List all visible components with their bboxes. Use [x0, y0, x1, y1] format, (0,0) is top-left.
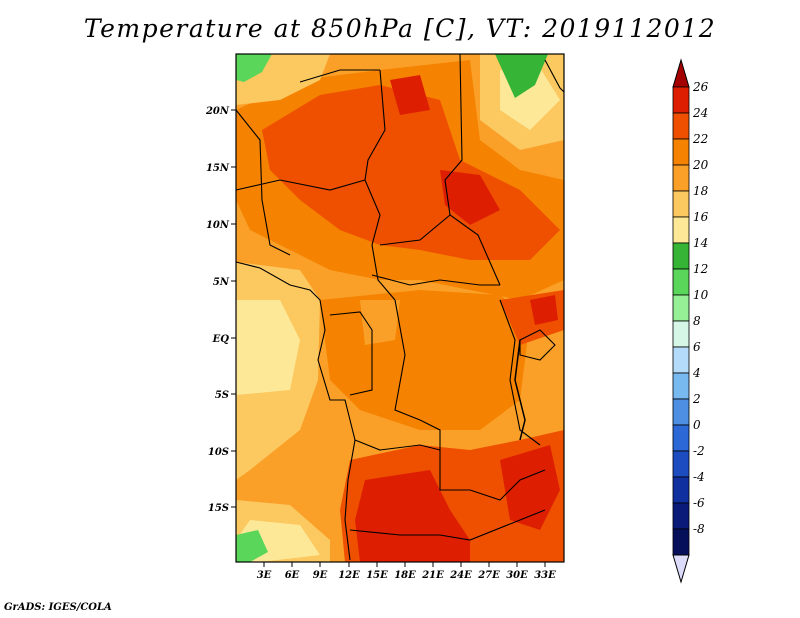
- colorbar-box: [672, 112, 690, 140]
- colorbar-label: -6: [693, 496, 705, 510]
- colorbar-label: 22: [692, 132, 708, 146]
- lat-tick-label: 10N: [206, 220, 230, 231]
- colorbar-box: [672, 502, 690, 530]
- lat-tick-label: 15N: [206, 163, 230, 174]
- border-south: [349, 509, 546, 541]
- border-drc-east: [499, 299, 541, 446]
- field-green-northeast: [495, 54, 548, 98]
- colorbar-box: [672, 372, 690, 400]
- lat-tick-label: EQ: [212, 334, 230, 345]
- colorbar-label: 24: [692, 106, 708, 120]
- colorbar-label: 26: [692, 80, 709, 94]
- colorbar-box: [672, 242, 690, 270]
- border-north-1: [299, 69, 380, 83]
- field-green-northwest: [236, 54, 272, 82]
- colorbar-label: 8: [693, 314, 701, 328]
- colorbar-box: [672, 268, 690, 296]
- colorbar-label: 6: [693, 340, 701, 354]
- border-car-north: [379, 214, 451, 246]
- border-west-1: [235, 109, 291, 256]
- lon-tick-label: 12E: [338, 570, 360, 581]
- border-chad-west: [364, 69, 396, 301]
- lon-tick-label: 9E: [313, 570, 328, 581]
- latitude-axis: 20N 15N 10N 5N EQ 5S 10S 15S: [205, 106, 236, 514]
- lake-victoria: [519, 329, 556, 361]
- field-hotspot-libya: [390, 75, 430, 115]
- field-hotspot-sudan: [440, 170, 500, 225]
- map-frame: [235, 53, 565, 563]
- colorbar-top-triangle: [672, 58, 690, 88]
- lat-tick-label: 5S: [215, 390, 229, 401]
- colorbar-box: [672, 138, 690, 166]
- colorbar-box: [672, 190, 690, 218]
- colorbar-label: 18: [693, 184, 709, 198]
- colorbar-box: [672, 398, 690, 426]
- lon-tick-label: 15E: [366, 570, 388, 581]
- colorbar-label: 14: [693, 236, 708, 250]
- colorbar-box: [672, 164, 690, 192]
- field-congo-cooler: [360, 300, 400, 345]
- colorbar-box: [672, 528, 690, 556]
- border-zambia: [469, 469, 546, 501]
- lon-tick-label: 6E: [285, 570, 300, 581]
- field-green-southwest: [236, 530, 268, 562]
- field-atlantic-coolest: [236, 300, 300, 395]
- chart-title: Temperature at 850hPa [C], VT: 201911201…: [83, 14, 717, 43]
- colorbar-box: [672, 86, 690, 114]
- lake-tanganyika: [514, 339, 526, 441]
- colorbar-box: [672, 216, 690, 244]
- colorbar-label: 12: [693, 262, 708, 276]
- field-southeast-hot: [500, 445, 560, 530]
- colorbar-label: 20: [692, 158, 709, 172]
- lon-tick-label: 3E: [257, 570, 272, 581]
- field-south-hot: [355, 470, 470, 562]
- border-gabon-congo: [329, 311, 373, 396]
- border-angola-north: [354, 439, 441, 451]
- redsea-coast: [544, 59, 565, 93]
- colorbar-box: [672, 320, 690, 348]
- footer-credit: GrADS: IGES/COLA: [4, 602, 112, 613]
- border-sudan: [444, 53, 501, 286]
- colorbar-label: 16: [693, 210, 709, 224]
- border-niger-south: [235, 179, 366, 191]
- colorbar-label: 10: [693, 288, 709, 302]
- field-east-hot: [530, 295, 558, 325]
- lon-tick-label: 27E: [477, 570, 500, 581]
- lon-tick-label: 30E: [506, 570, 528, 581]
- lon-tick-label: 21E: [421, 570, 444, 581]
- lat-tick-label: 10S: [208, 447, 229, 458]
- lat-tick-label: 20N: [205, 106, 230, 117]
- colorbar-label: -8: [693, 522, 705, 536]
- lat-tick-label: 15S: [208, 503, 229, 514]
- temperature-field: [236, 54, 564, 562]
- colorbar-box: [672, 450, 690, 478]
- colorbar-label: 0: [693, 418, 701, 432]
- longitude-axis: 3E 6E 9E 12E 15E 18E 21E 24E 27E 30E 33E: [257, 562, 556, 581]
- colorbar-box: [672, 424, 690, 452]
- colorbar-box: [672, 346, 690, 374]
- colorbar-bottom-triangle: [672, 554, 690, 584]
- west-coastline: [235, 261, 356, 561]
- lon-tick-label: 18E: [394, 570, 416, 581]
- lat-tick-label: 5N: [213, 277, 230, 288]
- colorbar-label: 2: [692, 392, 701, 406]
- colorbar-box: [672, 476, 690, 504]
- colorbar-label: -4: [693, 470, 705, 484]
- colorbar-label: -2: [693, 444, 705, 458]
- colorbar-label: 4: [692, 366, 701, 380]
- lon-tick-label: 24E: [449, 570, 472, 581]
- lon-tick-label: 33E: [534, 570, 556, 581]
- colorbar-box: [672, 294, 690, 322]
- border-car-south: [371, 274, 500, 286]
- coastlines-borders: [235, 53, 565, 561]
- border-drc-west: [394, 299, 470, 491]
